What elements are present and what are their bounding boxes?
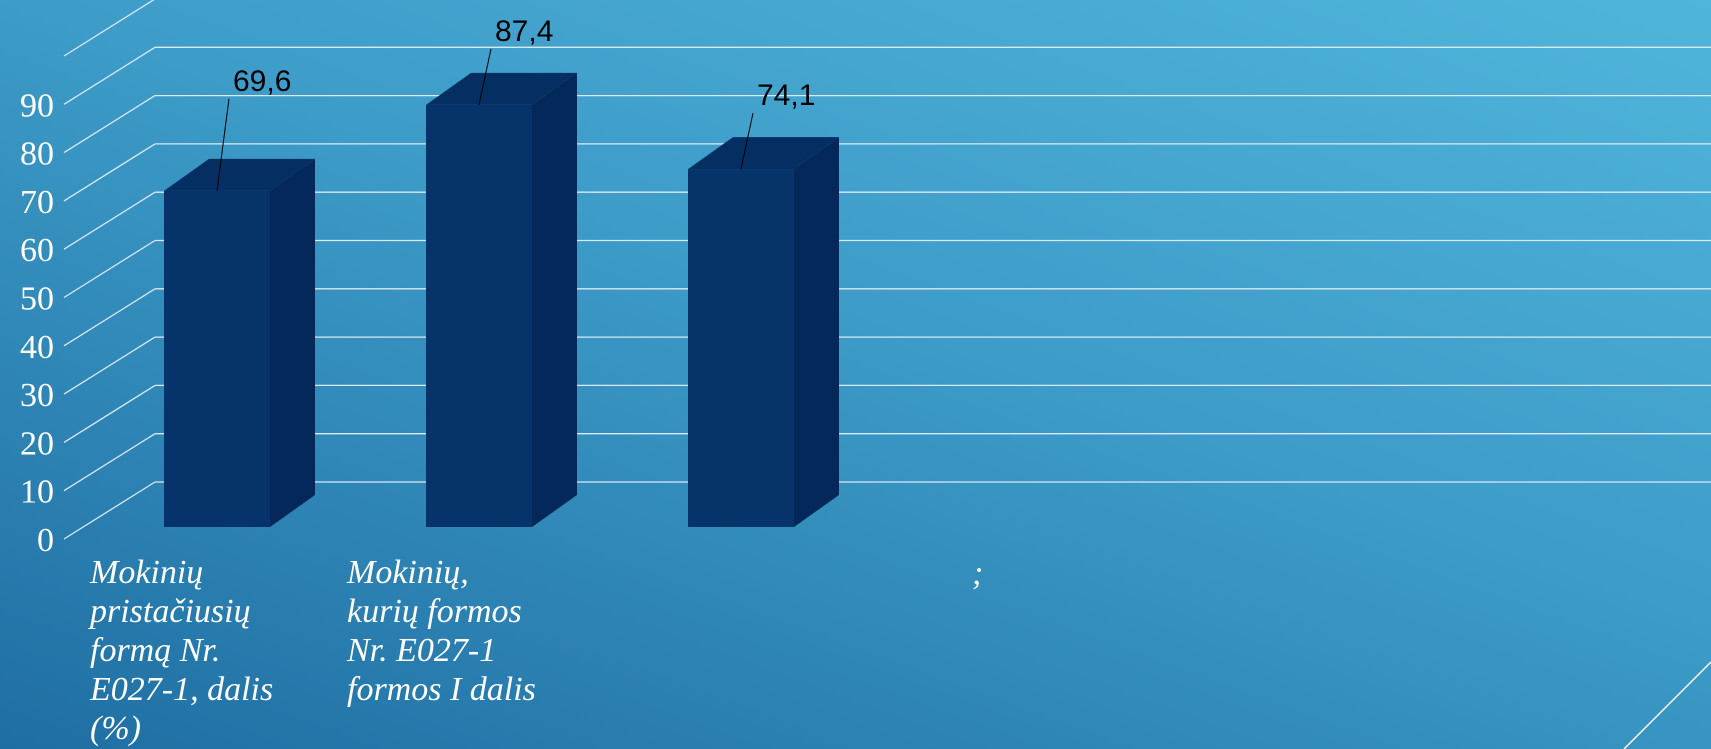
data-label-2: 87,4: [495, 15, 553, 48]
bar-3: [688, 137, 839, 528]
data-label-1: 69,6: [233, 65, 291, 98]
gridline-diagonal: [63, 288, 156, 347]
y-tick-label: 50: [20, 281, 54, 318]
y-tick-label: 90: [20, 87, 54, 124]
annotation-text: ;: [972, 555, 984, 592]
bar-1: [164, 158, 315, 527]
leader-line: [478, 48, 492, 105]
leader-line: [216, 98, 230, 191]
bar-top: [164, 158, 315, 191]
bars: [164, 72, 839, 528]
gridline-diagonal: [63, 95, 156, 154]
bar-front: [426, 104, 532, 527]
y-tick-label: 60: [20, 232, 54, 269]
gridline-diagonal: [63, 0, 155, 57]
y-tick-label: 70: [20, 184, 54, 221]
gridline-diagonal: [63, 481, 156, 540]
y-tick-label: 80: [20, 136, 54, 173]
y-tick-label: 30: [20, 377, 54, 414]
category-label-2: Mokinių, kurių formos Nr. E027-1 formos …: [347, 554, 536, 708]
corner-decoration: [1623, 661, 1711, 749]
bar-top: [688, 137, 839, 170]
y-tick-label: 10: [20, 474, 54, 511]
bar-front: [164, 190, 270, 527]
bar-side: [794, 137, 839, 528]
bar-side: [532, 72, 577, 527]
data-label-3: 74,1: [757, 79, 815, 112]
gridline-diagonal: [63, 433, 156, 492]
y-axis: 0 10 20 30 40 50 60 70 80 90: [20, 87, 54, 559]
gridline-diagonal: [63, 46, 156, 105]
leader-line: [740, 112, 754, 170]
category-label-1: Mokinių pristačiusių formą Nr. E027-1, d…: [90, 554, 274, 747]
gridline-diagonal: [63, 239, 156, 299]
y-tick-label: 40: [20, 329, 54, 366]
y-tick-label: 20: [20, 425, 54, 462]
gridline-diagonal: [63, 143, 156, 202]
gridline-diagonal: [63, 336, 156, 395]
bar-side: [270, 158, 315, 527]
bar-front: [688, 169, 794, 528]
gridline-diagonal: [63, 384, 156, 443]
bar-2: [426, 72, 577, 527]
bar-top: [426, 72, 577, 105]
y-tick-label: 0: [37, 522, 54, 559]
gridline-diagonal: [63, 191, 156, 250]
data-labels: 69,6 87,4 74,1: [216, 15, 815, 191]
grid-lines: [63, 0, 1711, 540]
